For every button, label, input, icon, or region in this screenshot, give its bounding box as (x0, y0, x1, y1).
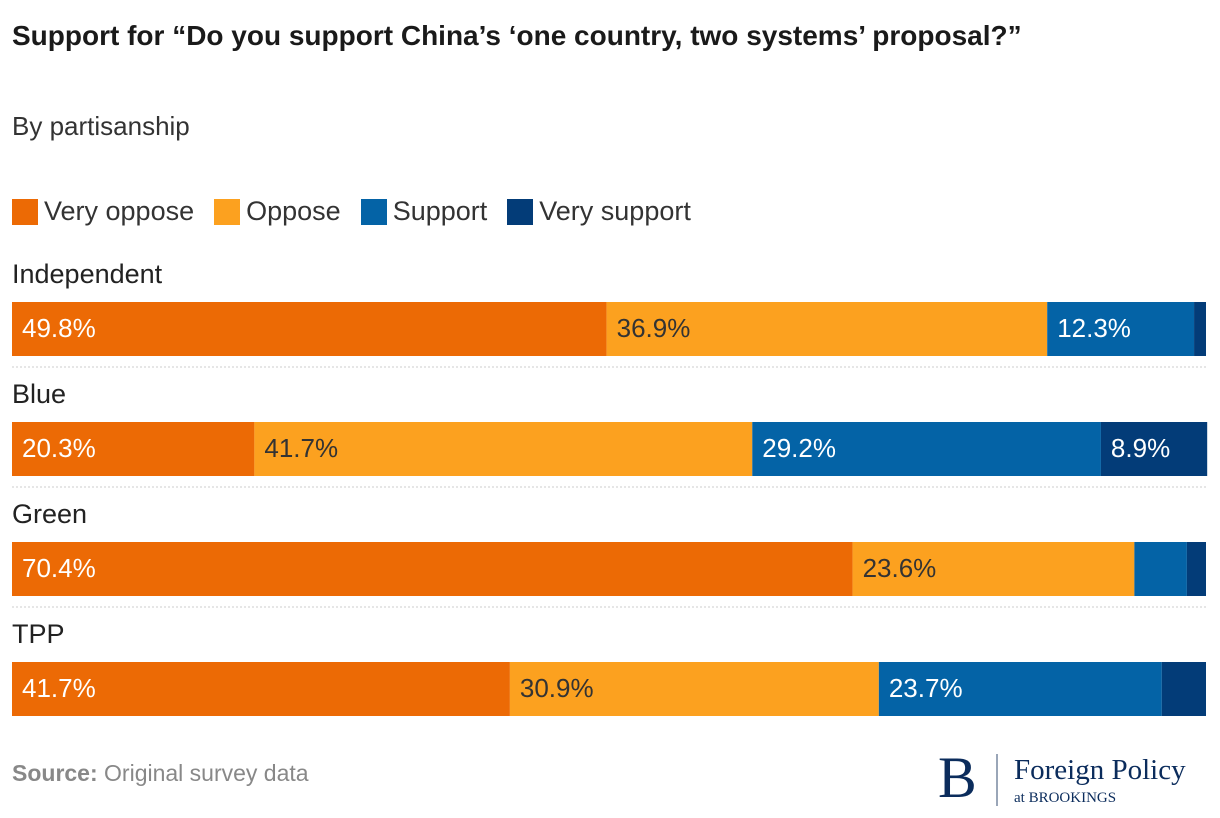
value-label: 36.9% (617, 313, 691, 343)
legend-label: Very support (539, 196, 691, 226)
chart: Independent 49.8% 36.9% 12.3% Blue 20.3% 41.7%… (12, 259, 1208, 716)
source-text: Original survey data (104, 760, 309, 786)
value-label: 23.6% (863, 553, 937, 583)
value-label: 20.3% (22, 433, 96, 463)
legend: Very oppose Oppose Support Very support (12, 196, 691, 227)
bar-segment (12, 422, 255, 476)
source: Source: Original survey data (12, 760, 309, 787)
logo-mark: B (938, 745, 977, 810)
bar-segment (12, 302, 607, 356)
chart-title: Support for “Do you support China’s ‘one… (12, 20, 1022, 51)
bar-segment (752, 422, 1101, 476)
bar-segment (878, 662, 1162, 716)
bar-segment (1047, 302, 1195, 356)
bar-segment (12, 662, 510, 716)
bar-segment (12, 542, 853, 596)
bar-segment (1100, 422, 1208, 476)
bar-segment (254, 422, 753, 476)
legend-swatch (507, 198, 534, 225)
value-label: 12.3% (1057, 313, 1131, 343)
legend-item: Oppose (214, 196, 341, 227)
legend-label: Oppose (246, 196, 341, 226)
bar-segment (1134, 542, 1187, 596)
category-label: Green (12, 499, 87, 529)
logo-divider (996, 754, 998, 806)
category-label: TPP (12, 619, 65, 649)
legend-label: Very oppose (44, 196, 195, 226)
bar-segment (1161, 662, 1206, 716)
value-label: 23.7% (889, 673, 963, 703)
legend-swatch (360, 198, 387, 225)
legend-label: Support (392, 196, 488, 226)
chart-subtitle: By partisanship (12, 111, 190, 141)
value-label: 41.7% (22, 673, 96, 703)
legend-swatch (12, 198, 38, 225)
bar-segment (1186, 542, 1206, 596)
bar-segment (1194, 302, 1206, 356)
source-label: Source: (12, 760, 98, 786)
legend-item: Very oppose (12, 196, 194, 227)
legend-swatch (214, 198, 241, 225)
bar-segment (509, 662, 879, 716)
value-label: 29.2% (762, 433, 836, 463)
value-label: 8.9% (1111, 433, 1170, 463)
category-label: Independent (12, 259, 163, 289)
value-label: 70.4% (22, 553, 96, 583)
value-label: 41.7% (264, 433, 338, 463)
value-label: 49.8% (22, 313, 96, 343)
logo-name: Foreign Policy (1014, 754, 1186, 786)
legend-item: Very support (507, 196, 691, 227)
logo-sub: at BROOKINGS (1014, 790, 1117, 806)
category-label: Blue (12, 379, 66, 409)
bar-segment (852, 542, 1135, 596)
legend-item: Support (360, 196, 488, 227)
bar-segment (606, 302, 1048, 356)
value-label: 30.9% (520, 673, 594, 703)
